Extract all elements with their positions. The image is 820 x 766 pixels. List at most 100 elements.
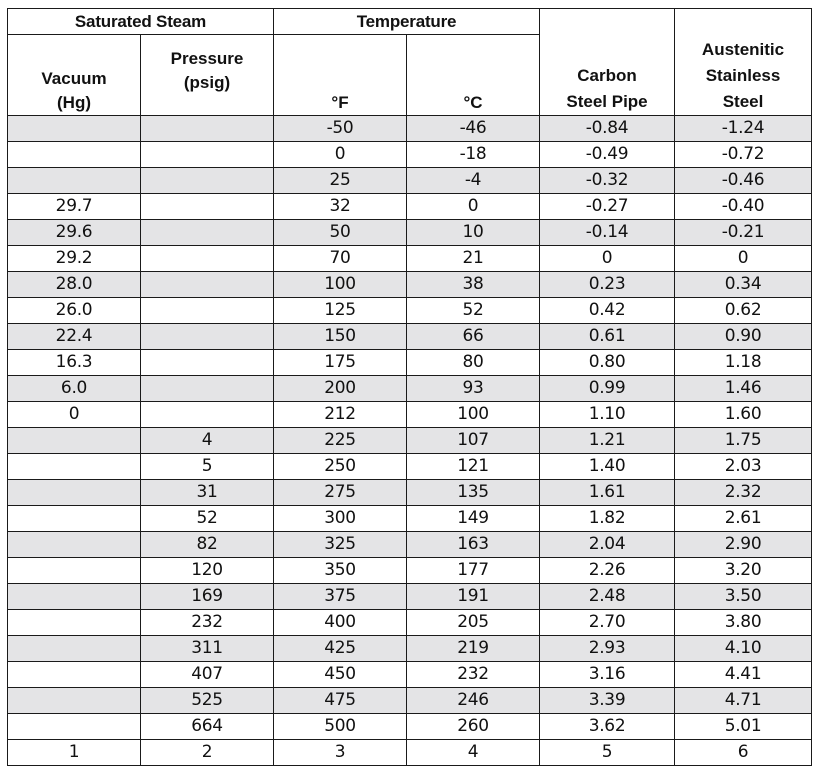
table-row: 120 350 177 2.26 3.20	[7, 557, 813, 584]
celsius-header: °C	[406, 34, 541, 116]
fahrenheit-cell: 250	[273, 453, 408, 480]
carbon-steel-cell: 0	[539, 245, 676, 272]
celsius-cell: 149	[406, 505, 541, 532]
fahrenheit-cell: 350	[273, 557, 408, 584]
pressure-cell	[139, 219, 275, 246]
column-number-cell: 4	[406, 739, 541, 766]
vacuum-cell	[7, 453, 141, 480]
fahrenheit-cell: 25	[273, 167, 408, 194]
table-row: 525 475 246 3.39 4.71	[7, 687, 813, 714]
column-number-cell: 1	[7, 739, 141, 766]
vacuum-cell	[7, 167, 141, 194]
fahrenheit-cell: 300	[273, 505, 408, 532]
celsius-cell: 52	[406, 297, 541, 324]
table-row: 52 300 149 1.82 2.61	[7, 505, 813, 532]
table-row: 82 325 163 2.04 2.90	[7, 531, 813, 558]
pressure-cell: 82	[139, 531, 275, 558]
table-row: 28.0 100 38 0.23 0.34	[7, 271, 813, 298]
carbon-steel-cell: 2.26	[539, 557, 676, 584]
carbon-steel-cell: 1.61	[539, 479, 676, 506]
column-number-cell: 6	[674, 739, 813, 766]
fahrenheit-cell: 375	[273, 583, 408, 610]
table-row: 29.7 32 0 -0.27 -0.40	[7, 193, 813, 220]
austenitic-steel-cell: 2.32	[674, 479, 813, 506]
carbon-steel-cell: -0.27	[539, 193, 676, 220]
celsius-cell: 38	[406, 271, 541, 298]
fahrenheit-cell: 425	[273, 635, 408, 662]
vacuum-cell	[7, 687, 141, 714]
austenitic-steel-cell: 3.20	[674, 557, 813, 584]
fahrenheit-cell: 475	[273, 687, 408, 714]
pressure-cell: 5	[139, 453, 275, 480]
vacuum-cell	[7, 479, 141, 506]
austenitic-steel-cell: 1.46	[674, 375, 813, 402]
carbon-steel-cell: 2.70	[539, 609, 676, 636]
austenitic-steel-cell: -0.46	[674, 167, 813, 194]
austenitic-steel-cell: 4.41	[674, 661, 813, 688]
fahrenheit-cell: 32	[273, 193, 408, 220]
vacuum-cell	[7, 427, 141, 454]
celsius-cell: -18	[406, 141, 541, 168]
vacuum-cell	[7, 115, 141, 142]
pressure-cell: 232	[139, 609, 275, 636]
celsius-cell: 246	[406, 687, 541, 714]
pressure-cell: 407	[139, 661, 275, 688]
celsius-cell: 100	[406, 401, 541, 428]
table-row: 26.0 125 52 0.42 0.62	[7, 297, 813, 324]
fahrenheit-cell: 275	[273, 479, 408, 506]
column-number-cell: 2	[139, 739, 275, 766]
fahrenheit-cell: 70	[273, 245, 408, 272]
celsius-cell: 219	[406, 635, 541, 662]
pressure-cell	[139, 323, 275, 350]
celsius-cell: 10	[406, 219, 541, 246]
fahrenheit-cell: 150	[273, 323, 408, 350]
carbon-steel-header-line2: Steel Pipe	[566, 92, 648, 111]
saturated-steam-header: Saturated Steam	[6, 8, 275, 35]
austenitic-header-line3: Steel	[722, 92, 764, 111]
pressure-cell	[139, 115, 275, 142]
carbon-steel-header-line1: Carbon	[577, 66, 637, 85]
austenitic-steel-cell: 0.90	[674, 323, 813, 350]
vacuum-cell	[7, 531, 141, 558]
celsius-cell: 80	[406, 349, 541, 376]
carbon-steel-cell: 2.93	[539, 635, 676, 662]
temperature-header: Temperature	[273, 8, 541, 35]
pressure-cell	[139, 349, 275, 376]
carbon-steel-header: Carbon Steel Pipe	[539, 8, 676, 116]
fahrenheit-cell: 500	[273, 713, 408, 740]
austenitic-header-line2: Stainless	[705, 66, 781, 85]
austenitic-steel-cell: 3.50	[674, 583, 813, 610]
pressure-cell	[139, 245, 275, 272]
vacuum-cell: 6.0	[7, 375, 141, 402]
celsius-cell: 205	[406, 609, 541, 636]
table-row: 664 500 260 3.62 5.01	[7, 713, 813, 740]
carbon-steel-cell: -0.14	[539, 219, 676, 246]
pressure-cell	[139, 193, 275, 220]
pressure-cell	[139, 401, 275, 428]
austenitic-steel-cell: -0.72	[674, 141, 813, 168]
table-row: 0 212 100 1.10 1.60	[7, 401, 813, 428]
vacuum-cell	[7, 141, 141, 168]
vacuum-cell: 22.4	[7, 323, 141, 350]
pressure-cell: 4	[139, 427, 275, 454]
pressure-cell: 120	[139, 557, 275, 584]
vacuum-cell	[7, 713, 141, 740]
austenitic-steel-cell: 0	[674, 245, 813, 272]
fahrenheit-cell: -50	[273, 115, 408, 142]
celsius-cell: -46	[406, 115, 541, 142]
celsius-cell: 66	[406, 323, 541, 350]
celsius-cell: 121	[406, 453, 541, 480]
table-row: 232 400 205 2.70 3.80	[7, 609, 813, 636]
vacuum-cell: 29.2	[7, 245, 141, 272]
table-row: 6.0 200 93 0.99 1.46	[7, 375, 813, 402]
austenitic-steel-cell: 2.03	[674, 453, 813, 480]
carbon-steel-cell: 0.80	[539, 349, 676, 376]
celsius-cell: 163	[406, 531, 541, 558]
pressure-cell: 311	[139, 635, 275, 662]
celsius-cell: 21	[406, 245, 541, 272]
celsius-cell: 107	[406, 427, 541, 454]
celsius-cell: -4	[406, 167, 541, 194]
fahrenheit-cell: 225	[273, 427, 408, 454]
fahrenheit-cell: 0	[273, 141, 408, 168]
